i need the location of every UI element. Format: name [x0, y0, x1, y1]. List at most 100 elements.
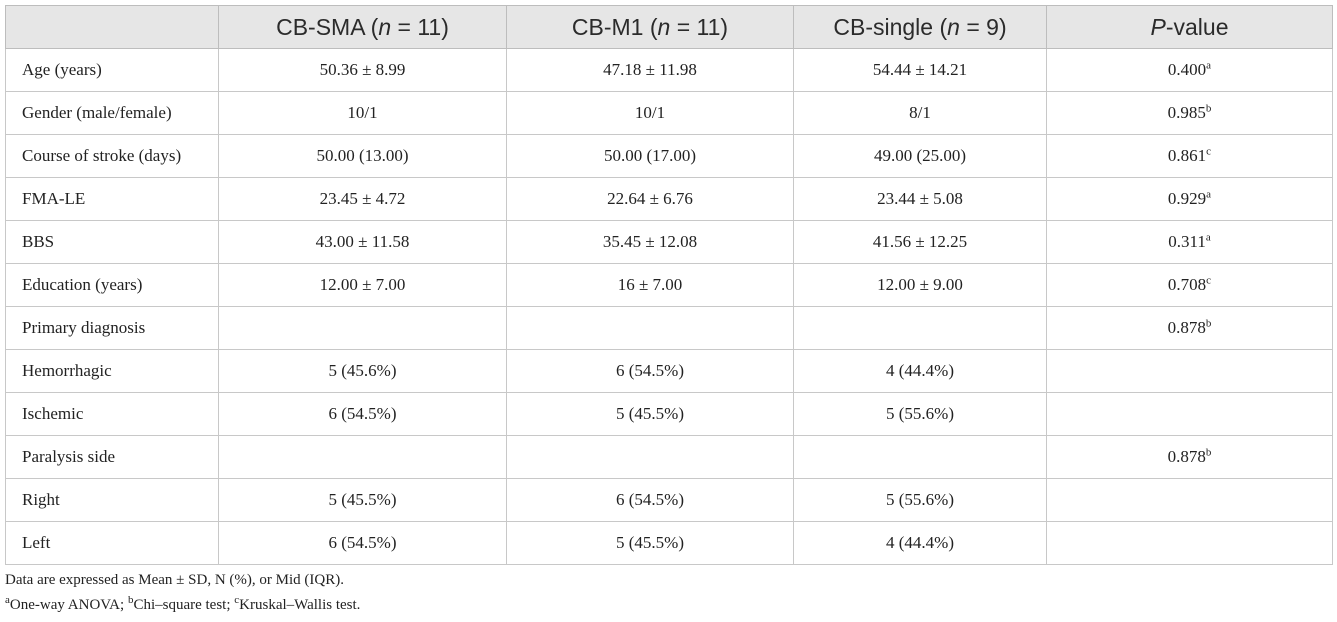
row-label: Left [5, 521, 219, 565]
cell-cb-m1: 6 (54.5%) [506, 349, 794, 393]
p-value-superscript: b [1205, 102, 1212, 115]
table-row: Primary diagnosis 0.878b [5, 306, 1333, 350]
cell-p-value [1046, 392, 1333, 436]
cell-cb-m1: 5 (45.5%) [506, 521, 794, 565]
cell-cb-single: 4 (44.4%) [793, 521, 1047, 565]
cell-cb-single: 23.44 ± 5.08 [793, 177, 1047, 221]
cell-cb-sma: 50.00 (13.00) [218, 134, 507, 178]
cell-cb-m1: 22.64 ± 6.76 [506, 177, 794, 221]
cell-cb-single: 49.00 (25.00) [793, 134, 1047, 178]
p-value-text: 0.878 [1167, 318, 1206, 337]
footnote-text-b: Chi–square test; [133, 597, 235, 613]
cell-cb-single [793, 306, 1047, 350]
table-row: Ischemic 6 (54.5%) 5 (45.5%) 5 (55.6%) [5, 392, 1333, 436]
cell-cb-sma: 50.36 ± 8.99 [218, 48, 507, 92]
p-value-superscript: b [1205, 317, 1212, 330]
row-label: BBS [5, 220, 219, 264]
p-value-text: 0.861 [1167, 146, 1207, 165]
p-value-superscript: a [1206, 188, 1212, 201]
cell-p-value [1046, 349, 1333, 393]
cell-cb-sma: 12.00 ± 7.00 [218, 263, 507, 307]
footnote-text-c: Kruskal–Wallis test. [239, 597, 361, 613]
row-label: FMA-LE [5, 177, 219, 221]
table-header-row: CB-SMA (n = 11) CB-M1 (n = 11) CB-single… [5, 5, 1333, 49]
cell-cb-sma: 10/1 [218, 91, 507, 135]
cell-cb-sma: 23.45 ± 4.72 [218, 177, 507, 221]
cell-cb-m1: 10/1 [506, 91, 794, 135]
row-label: Hemorrhagic [5, 349, 219, 393]
row-label: Gender (male/female) [5, 91, 219, 135]
p-value-superscript: c [1206, 274, 1212, 287]
footnote-test-legend: aOne-way ANOVA; bChi–square test; cKrusk… [5, 594, 361, 614]
cell-p-value: 0.878b [1046, 435, 1333, 479]
table-row: Paralysis side 0.878b [5, 435, 1333, 479]
cell-p-value: 0.878b [1046, 306, 1333, 350]
cell-cb-single: 5 (55.6%) [793, 392, 1047, 436]
cell-p-value: 0.861c [1046, 134, 1333, 178]
table-row: Hemorrhagic 5 (45.6%) 6 (54.5%) 4 (44.4%) [5, 349, 1333, 393]
cell-cb-m1: 5 (45.5%) [506, 392, 794, 436]
cell-cb-m1: 35.45 ± 12.08 [506, 220, 794, 264]
footnote-sup-b: b [127, 594, 134, 606]
table-row: BBS 43.00 ± 11.58 35.45 ± 12.08 41.56 ± 12.… [5, 220, 1333, 264]
cell-cb-m1 [506, 306, 794, 350]
cell-p-value [1046, 478, 1333, 522]
cell-cb-sma: 6 (54.5%) [218, 521, 507, 565]
cell-cb-sma: 6 (54.5%) [218, 392, 507, 436]
table-row: Right 5 (45.5%) 6 (54.5%) 5 (55.6%) [5, 478, 1333, 522]
baseline-characteristics-table: CB-SMA (n = 11) CB-M1 (n = 11) CB-single… [5, 5, 1333, 565]
p-value-text: 0.929 [1167, 189, 1207, 208]
cell-cb-single: 41.56 ± 12.25 [793, 220, 1047, 264]
footnote-text-a: One-way ANOVA; [9, 597, 128, 613]
baseline-characteristics-table-wrapper: CB-SMA (n = 11) CB-M1 (n = 11) CB-single… [5, 5, 1333, 565]
table-row: Left 6 (54.5%) 5 (45.5%) 4 (44.4%) [5, 521, 1333, 565]
cell-cb-m1: 6 (54.5%) [506, 478, 794, 522]
p-value-text: 0.400 [1167, 60, 1207, 79]
p-value-superscript: a [1206, 59, 1212, 72]
row-label: Ischemic [5, 392, 219, 436]
row-label: Education (years) [5, 263, 219, 307]
cell-cb-single: 5 (55.6%) [793, 478, 1047, 522]
header-cell-cb-m1: CB-M1 (n = 11) [506, 5, 794, 49]
cell-cb-single: 8/1 [793, 91, 1047, 135]
cell-p-value [1046, 521, 1333, 565]
header-cell-p-value: P-value [1046, 5, 1333, 49]
table-row: Gender (male/female) 10/1 10/1 8/1 0.985b [5, 91, 1333, 135]
row-label: Paralysis side [5, 435, 219, 479]
cell-cb-m1: 47.18 ± 11.98 [506, 48, 794, 92]
p-value-text: 0.311 [1168, 232, 1206, 251]
table-row: Education (years) 12.00 ± 7.00 16 ± 7.00 12… [5, 263, 1333, 307]
p-value-superscript: a [1205, 231, 1211, 244]
p-value-superscript: c [1206, 145, 1212, 158]
footnote-data-expression: Data are expressed as Mean ± SD, N (%), … [5, 572, 344, 588]
cell-cb-sma: 5 (45.6%) [218, 349, 507, 393]
cell-cb-single: 4 (44.4%) [793, 349, 1047, 393]
row-label: Course of stroke (days) [5, 134, 219, 178]
cell-p-value: 0.708c [1046, 263, 1333, 307]
table-body: Age (years) 50.36 ± 8.99 47.18 ± 11.98 54.4… [5, 48, 1333, 565]
cell-p-value: 0.929a [1046, 177, 1333, 221]
cell-cb-sma [218, 435, 507, 479]
p-value-text: 0.985 [1167, 103, 1206, 122]
cell-cb-sma [218, 306, 507, 350]
cell-cb-sma: 43.00 ± 11.58 [218, 220, 507, 264]
footnote-sup-c: c [234, 594, 240, 606]
row-label: Age (years) [5, 48, 219, 92]
table-row: Course of stroke (days) 50.00 (13.00) 50.0… [5, 134, 1333, 178]
cell-cb-single [793, 435, 1047, 479]
cell-cb-m1: 50.00 (17.00) [506, 134, 794, 178]
cell-cb-sma: 5 (45.5%) [218, 478, 507, 522]
cell-cb-m1 [506, 435, 794, 479]
row-label: Primary diagnosis [5, 306, 219, 350]
table-row: FMA-LE 23.45 ± 4.72 22.64 ± 6.76 23.44 ± 5.… [5, 177, 1333, 221]
cell-p-value: 0.400a [1046, 48, 1333, 92]
cell-p-value: 0.311a [1046, 220, 1333, 264]
footnote-sup-a: a [5, 594, 10, 606]
table-row: Age (years) 50.36 ± 8.99 47.18 ± 11.98 54.4… [5, 48, 1333, 92]
cell-p-value: 0.985b [1046, 91, 1333, 135]
header-cell-cb-single: CB-single (n = 9) [793, 5, 1047, 49]
cell-cb-m1: 16 ± 7.00 [506, 263, 794, 307]
header-cell-cb-sma: CB-SMA (n = 11) [218, 5, 507, 49]
p-value-text: 0.878 [1167, 447, 1206, 466]
cell-cb-single: 12.00 ± 9.00 [793, 263, 1047, 307]
